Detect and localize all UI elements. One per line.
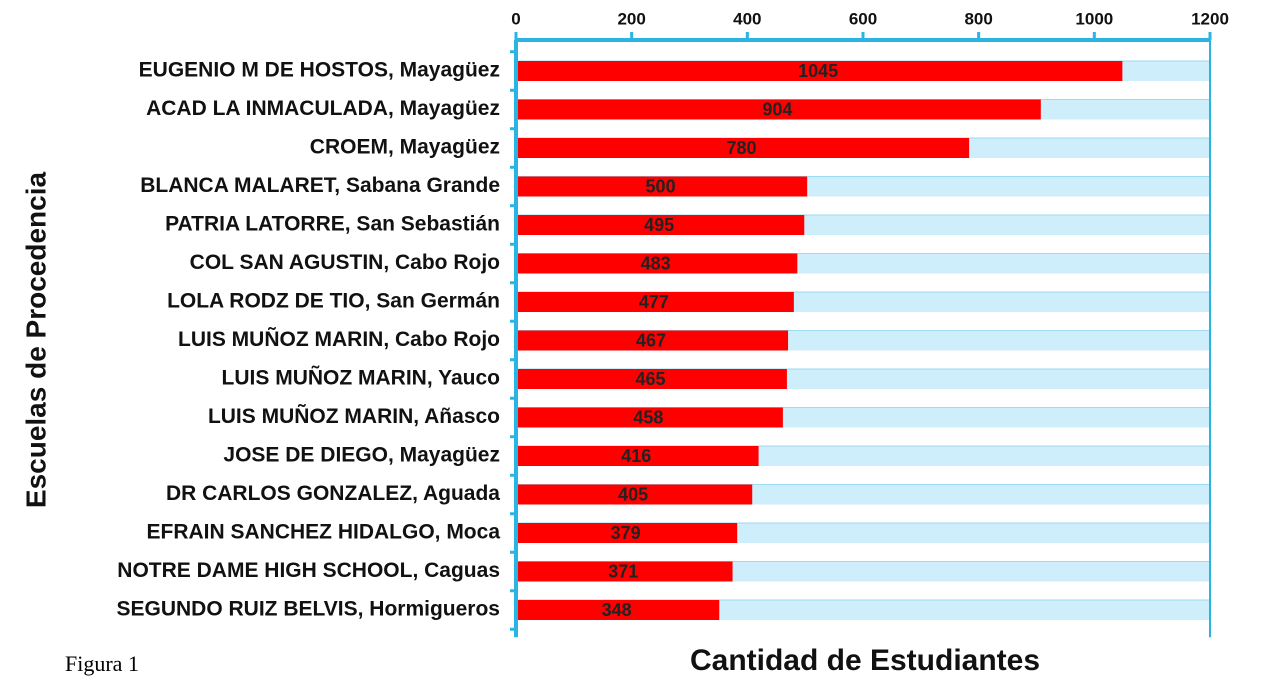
y-tick-label: NOTRE DAME HIGH SCHOOL, Caguas [117,559,500,582]
bar [518,215,805,235]
y-tick-label: ACAD LA INMACULADA, Mayagüez [146,97,500,120]
x-tick-label: 600 [849,9,877,28]
value-label: 405 [618,484,648,504]
bar [518,253,798,274]
bar [518,176,808,197]
bar [518,446,759,466]
y-tick-label: EFRAIN SANCHEZ HIDALGO, Moca [146,521,500,544]
bar [518,484,753,505]
bar [518,600,720,620]
bar [518,407,783,428]
bar [518,99,1041,120]
value-label: 500 [646,176,676,196]
y-tick-label: COL SAN AGUSTIN, Cabo Rojo [190,251,500,274]
bar [518,61,1123,81]
value-label: 348 [602,600,632,620]
caption: Figura 1 [65,651,139,676]
y-tick-label: JOSE DE DIEGO, Mayagüez [223,444,500,467]
x-tick-label: 800 [964,9,992,28]
y-tick-label: EUGENIO M DE HOSTOS, Mayagüez [139,59,500,82]
x-tick-label: 0 [511,9,520,28]
value-label: 1045 [798,61,838,81]
bar [518,292,794,312]
value-label: 465 [635,369,665,389]
y-axis-label: Escuelas de Procedencia [20,171,51,508]
value-label: 416 [621,446,651,466]
value-label: 371 [608,561,638,581]
value-label: 467 [636,330,666,350]
value-label: 379 [611,523,641,543]
bar [518,138,970,158]
value-label: 904 [762,99,792,119]
bar [518,330,789,351]
y-tick-label: DR CARLOS GONZALEZ, Aguada [166,482,500,505]
value-label: 495 [644,215,674,235]
bar [518,561,733,582]
y-tick-label: LOLA RODZ DE TIO, San Germán [167,290,500,313]
y-tick-label: LUIS MUÑOZ MARIN, Cabo Rojo [178,328,500,351]
y-tick-label: LUIS MUÑOZ MARIN, Añasco [208,405,500,428]
y-tick-label: CROEM, Mayagüez [310,136,500,159]
x-tick-label: 1000 [1075,9,1113,28]
x-tick-label: 200 [617,9,645,28]
x-tick-label: 400 [733,9,761,28]
value-label: 483 [641,253,671,273]
y-tick-label: LUIS MUÑOZ MARIN, Yauco [222,367,500,390]
value-label: 477 [639,292,669,312]
y-tick-label: SEGUNDO RUIZ BELVIS, Hormigueros [117,598,501,621]
value-label: 458 [633,407,663,427]
bar [518,523,738,543]
value-label: 780 [727,138,757,158]
bar [518,369,787,389]
x-axis-label: Cantidad de Estudiantes [690,644,1040,677]
y-tick-label: PATRIA LATORRE, San Sebastián [165,213,500,236]
x-tick-label: 1200 [1191,9,1229,28]
y-tick-label: BLANCA MALARET, Sabana Grande [140,174,500,197]
